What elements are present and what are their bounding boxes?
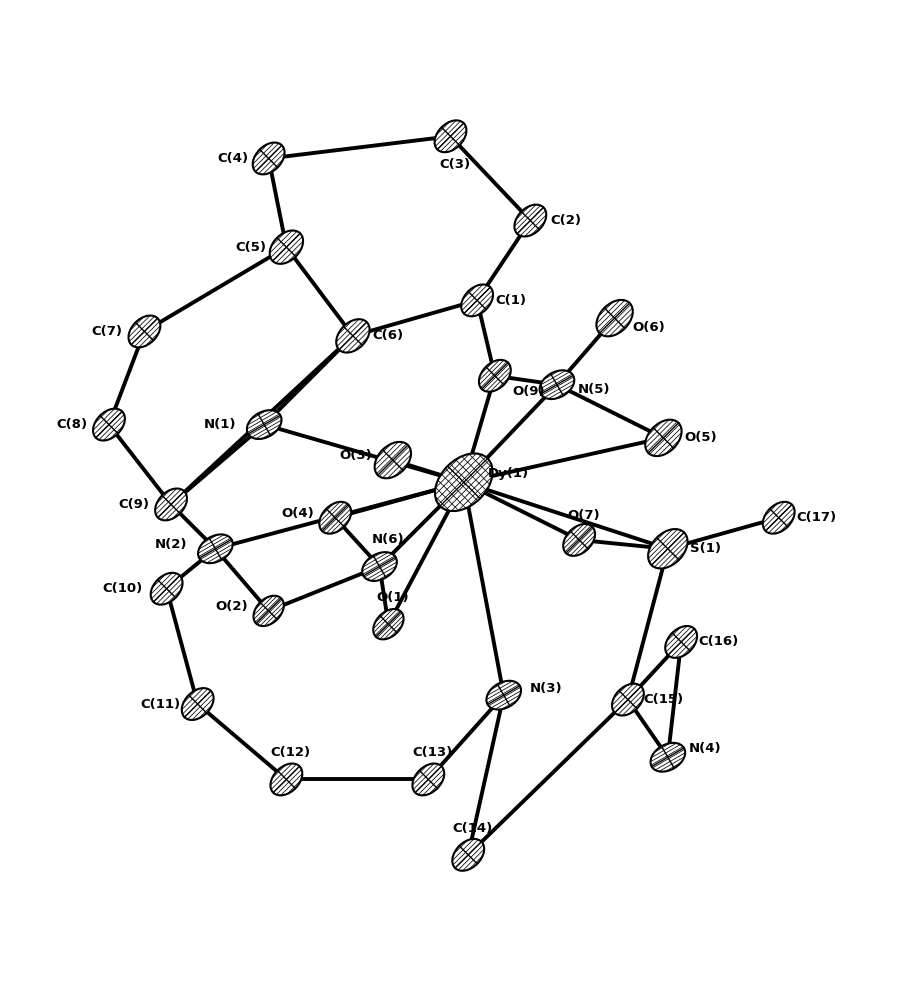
Ellipse shape bbox=[487, 681, 521, 710]
Ellipse shape bbox=[362, 552, 396, 581]
Ellipse shape bbox=[247, 410, 281, 439]
Text: O(5): O(5) bbox=[685, 431, 717, 444]
Ellipse shape bbox=[93, 409, 125, 441]
Ellipse shape bbox=[563, 524, 595, 556]
Ellipse shape bbox=[514, 205, 546, 236]
Ellipse shape bbox=[269, 230, 303, 264]
Ellipse shape bbox=[763, 502, 795, 534]
Ellipse shape bbox=[461, 284, 493, 316]
Ellipse shape bbox=[270, 764, 303, 795]
Text: Dy(1): Dy(1) bbox=[487, 467, 529, 480]
Text: N(3): N(3) bbox=[530, 682, 562, 695]
Ellipse shape bbox=[596, 300, 633, 336]
Ellipse shape bbox=[413, 764, 444, 795]
Text: C(5): C(5) bbox=[235, 241, 267, 254]
Text: O(4): O(4) bbox=[281, 507, 314, 520]
Text: C(17): C(17) bbox=[796, 511, 836, 524]
Ellipse shape bbox=[373, 609, 404, 639]
Ellipse shape bbox=[129, 316, 160, 347]
Text: O(3): O(3) bbox=[339, 449, 372, 462]
Text: N(5): N(5) bbox=[578, 383, 611, 396]
Text: C(2): C(2) bbox=[551, 214, 581, 227]
Text: N(2): N(2) bbox=[155, 538, 187, 551]
Text: C(4): C(4) bbox=[218, 152, 249, 165]
Text: N(6): N(6) bbox=[372, 533, 405, 546]
Text: C(1): C(1) bbox=[496, 294, 526, 307]
Text: O(2): O(2) bbox=[215, 600, 248, 613]
Ellipse shape bbox=[253, 596, 284, 626]
Ellipse shape bbox=[651, 743, 685, 772]
Ellipse shape bbox=[252, 143, 285, 174]
Text: C(16): C(16) bbox=[698, 635, 739, 648]
Text: O(6): O(6) bbox=[632, 321, 665, 334]
Text: C(7): C(7) bbox=[92, 325, 123, 338]
Ellipse shape bbox=[198, 534, 232, 563]
Ellipse shape bbox=[319, 502, 351, 534]
Ellipse shape bbox=[452, 839, 484, 871]
Text: O(1): O(1) bbox=[377, 591, 409, 604]
Text: C(15): C(15) bbox=[643, 693, 684, 706]
Text: C(10): C(10) bbox=[102, 582, 142, 595]
Ellipse shape bbox=[645, 420, 682, 456]
Text: O(7): O(7) bbox=[568, 509, 600, 522]
Text: C(8): C(8) bbox=[56, 418, 87, 431]
Ellipse shape bbox=[182, 688, 214, 720]
Ellipse shape bbox=[336, 319, 369, 353]
Text: C(9): C(9) bbox=[118, 498, 150, 511]
Ellipse shape bbox=[434, 120, 467, 152]
Text: C(3): C(3) bbox=[440, 158, 470, 171]
Ellipse shape bbox=[150, 573, 183, 605]
Text: O(9): O(9) bbox=[513, 385, 545, 398]
Text: S(1): S(1) bbox=[689, 542, 721, 555]
Text: C(6): C(6) bbox=[373, 329, 404, 342]
Text: N(4): N(4) bbox=[688, 742, 722, 755]
Text: C(14): C(14) bbox=[452, 822, 493, 835]
Ellipse shape bbox=[155, 489, 187, 520]
Ellipse shape bbox=[375, 442, 411, 478]
Text: C(12): C(12) bbox=[271, 746, 311, 759]
Ellipse shape bbox=[648, 529, 687, 569]
Text: N(1): N(1) bbox=[204, 418, 236, 431]
Ellipse shape bbox=[479, 360, 511, 392]
Ellipse shape bbox=[435, 453, 493, 511]
Ellipse shape bbox=[612, 684, 644, 716]
Ellipse shape bbox=[665, 626, 697, 658]
Ellipse shape bbox=[540, 370, 574, 399]
Text: C(13): C(13) bbox=[413, 746, 453, 759]
Text: C(11): C(11) bbox=[141, 698, 180, 711]
